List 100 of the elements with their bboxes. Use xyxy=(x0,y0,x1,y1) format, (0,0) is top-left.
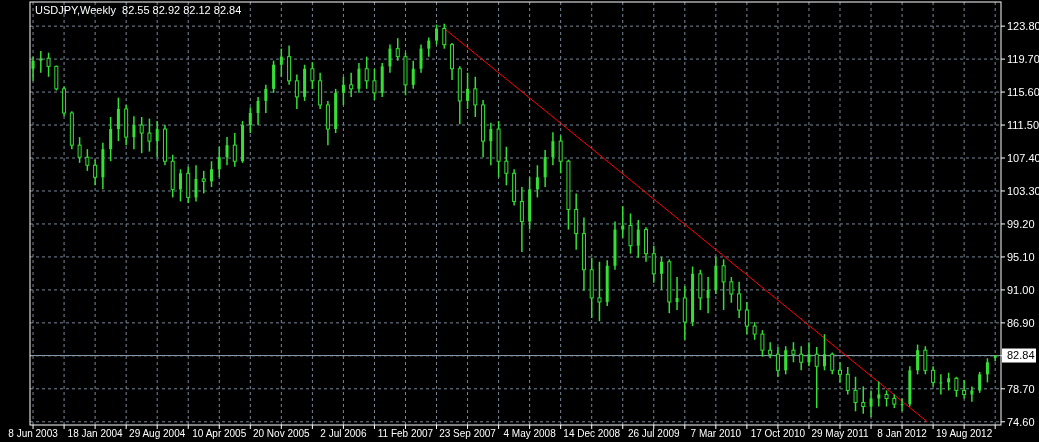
candlestick xyxy=(877,380,881,408)
candlestick xyxy=(978,371,982,394)
candlestick xyxy=(473,76,478,118)
candlestick xyxy=(349,72,354,98)
candlestick xyxy=(869,389,873,418)
candlestick xyxy=(636,219,640,259)
candlestick xyxy=(775,346,780,378)
y-tick-label: 74.60 xyxy=(1007,415,1035,428)
candlestick xyxy=(923,345,928,376)
candlestick xyxy=(931,365,936,388)
x-tick-label: 7 Mar 2010 xyxy=(690,428,742,439)
candlestick xyxy=(962,379,967,400)
candlestick xyxy=(93,158,98,187)
candlestick xyxy=(822,333,826,372)
candlestick xyxy=(784,345,788,376)
chart-title: USDJPY,Weekly 82.55 82.92 82.12 82.84 xyxy=(35,4,242,16)
candlestick xyxy=(628,212,633,255)
y-tick-label: 78.70 xyxy=(1007,382,1035,395)
candlestick xyxy=(39,50,43,74)
candlestick xyxy=(139,116,144,154)
x-tick-label: 11 Feb 2007 xyxy=(377,428,434,439)
candlestick xyxy=(395,37,400,62)
candlestick xyxy=(744,301,749,335)
candlestick xyxy=(294,73,299,110)
candlestick xyxy=(210,160,214,188)
candlestick xyxy=(760,329,765,358)
candlestick xyxy=(551,131,555,166)
candlestick xyxy=(264,84,268,114)
candlestick xyxy=(201,170,206,195)
candlestick xyxy=(504,146,509,187)
candlestick xyxy=(675,276,679,311)
candlestick xyxy=(706,276,710,314)
candlestick xyxy=(660,256,664,291)
candlestick xyxy=(558,134,563,175)
y-tick-label: 119.70 xyxy=(1007,52,1039,65)
candlestick xyxy=(435,23,439,46)
candlestick xyxy=(729,276,734,304)
candlestick xyxy=(737,281,742,319)
candlestick xyxy=(256,96,260,126)
candlestick xyxy=(411,59,415,90)
x-tick-label: 17 Oct 2010 xyxy=(750,428,806,439)
x-tick-label: 20 Nov 2005 xyxy=(252,428,311,439)
candlestick xyxy=(116,96,120,142)
candlestick xyxy=(388,43,392,74)
candlestick xyxy=(31,55,35,82)
candlestick xyxy=(799,345,804,372)
candlestick xyxy=(46,51,51,78)
y-tick-label: 115.60 xyxy=(1007,85,1039,98)
candlestick xyxy=(954,376,959,398)
x-tick-label: 2 Jul 2006 xyxy=(320,428,367,439)
candlestick xyxy=(364,55,369,90)
candlestick xyxy=(77,136,82,164)
candlestick xyxy=(248,106,252,134)
candlestick xyxy=(814,346,819,409)
y-tick-label: 86.90 xyxy=(1007,316,1035,329)
candlestick xyxy=(442,22,447,50)
candlestick xyxy=(279,47,283,78)
candlestick xyxy=(357,62,361,94)
candlestick xyxy=(310,61,315,90)
candlestick xyxy=(721,258,726,311)
candlestick xyxy=(939,373,943,396)
candlestick xyxy=(900,397,904,413)
candlestick xyxy=(178,168,182,203)
candlestick xyxy=(970,385,974,403)
candlestick xyxy=(853,376,858,413)
candlestick xyxy=(651,244,656,284)
candlestick xyxy=(232,132,237,168)
x-tick-label: 26 Jul 2009 xyxy=(627,428,681,439)
y-tick-label: 99.20 xyxy=(1007,217,1035,230)
candlestick xyxy=(768,341,773,359)
y-tick-label: 95.10 xyxy=(1007,250,1035,263)
ref-line-label: 82.84 xyxy=(1007,349,1035,362)
x-tick-label: 29 May 2011 xyxy=(811,428,869,439)
candlestick xyxy=(217,146,221,179)
candlestick xyxy=(791,341,796,364)
candlestick xyxy=(372,68,377,101)
candlestick xyxy=(830,351,835,376)
x-tick-label: 14 Dec 2008 xyxy=(563,428,621,439)
y-tick-label: 91.00 xyxy=(1007,283,1035,296)
candlestick xyxy=(155,120,159,158)
candlestick xyxy=(419,43,423,74)
candlestick xyxy=(985,357,989,384)
x-tick-label: 4 May 2008 xyxy=(503,428,557,439)
x-tick-label: 8 Jan 2012 xyxy=(877,428,928,439)
candlestick xyxy=(916,343,920,376)
candlestick xyxy=(147,117,152,153)
candlestick xyxy=(225,136,229,166)
candlestick xyxy=(427,36,431,58)
candlestick xyxy=(341,76,345,106)
candlestick xyxy=(132,115,136,150)
candlestick xyxy=(194,164,198,203)
candlestick xyxy=(845,366,850,396)
x-tick-label: 29 Aug 2004 xyxy=(129,428,186,439)
candlestick xyxy=(489,121,493,166)
x-tick-label: 10 Apr 2005 xyxy=(192,428,247,439)
candlestick xyxy=(109,116,113,162)
candlestick xyxy=(466,72,470,110)
candlestick xyxy=(621,205,625,239)
candlestick xyxy=(838,361,842,384)
x-tick-label: 19 Aug 2012 xyxy=(936,428,993,439)
